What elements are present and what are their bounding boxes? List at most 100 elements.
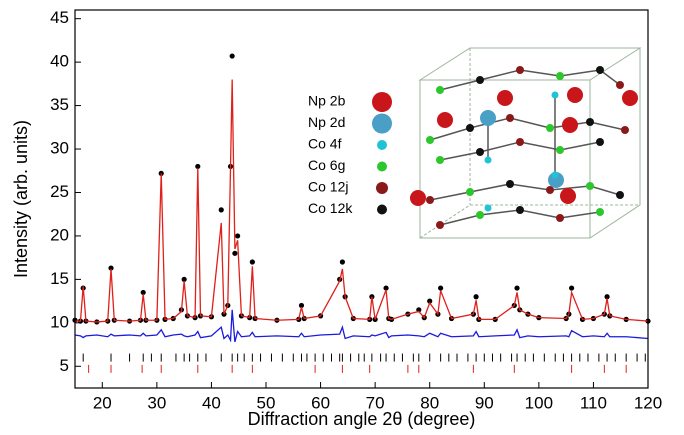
x-tick-label: 60 <box>311 393 330 412</box>
plot-frame <box>74 9 649 389</box>
atom <box>497 90 513 106</box>
atom <box>616 191 624 199</box>
atom <box>556 146 564 154</box>
x-tick-label: 40 <box>202 393 221 412</box>
atom <box>562 117 578 133</box>
x-tick-label: 110 <box>580 393 607 412</box>
y-tick-label: 40 <box>50 52 69 71</box>
legend-label: Co 4f <box>308 136 342 152</box>
observed-point <box>427 298 433 304</box>
legend-label: Np 2d <box>308 114 345 130</box>
atom <box>506 114 514 122</box>
observed-point <box>438 285 444 291</box>
x-tick-label: 90 <box>475 393 494 412</box>
atom <box>480 110 496 126</box>
atom <box>484 204 492 212</box>
y-axis-title: Intensity (arb. units) <box>11 120 31 278</box>
observed-point <box>339 259 345 265</box>
legend-swatch <box>372 92 392 112</box>
atom <box>560 188 576 204</box>
observed-point <box>569 285 575 291</box>
bonds <box>429 69 626 226</box>
observed-point <box>604 294 610 300</box>
y-tick-label: 20 <box>50 225 69 244</box>
x-tick-label: 30 <box>147 393 166 412</box>
series-line <box>74 309 649 343</box>
x-tick-label: 20 <box>93 393 112 412</box>
y-tick-label: 25 <box>50 182 69 201</box>
observed-point <box>108 265 114 271</box>
atom <box>437 112 453 128</box>
legend-swatch <box>377 161 387 172</box>
observed-point <box>514 285 520 291</box>
atom <box>476 76 484 84</box>
observed-point <box>235 233 241 239</box>
legend-swatch <box>372 113 392 134</box>
legend-label: Co 12j <box>308 179 348 195</box>
observed-point <box>416 307 422 313</box>
x-axis-title: Diffraction angle 2θ (degree) <box>248 409 476 429</box>
atom <box>556 214 564 222</box>
atom <box>506 180 514 188</box>
atom <box>466 188 474 196</box>
atom <box>551 91 559 99</box>
y-tick-label: 30 <box>50 139 69 158</box>
legend-label: Np 2b <box>308 93 346 109</box>
atom <box>567 87 583 103</box>
y-tick-label: 10 <box>50 312 69 331</box>
legend-swatch <box>376 182 388 194</box>
atom <box>596 138 604 146</box>
atom <box>586 118 594 126</box>
atom <box>596 208 604 216</box>
x-tick-label: 70 <box>366 393 385 412</box>
atom <box>551 171 559 179</box>
atom <box>436 156 444 164</box>
atom <box>556 72 564 80</box>
atom <box>476 148 484 156</box>
observed-point <box>249 259 255 265</box>
x-tick-label: 50 <box>257 393 276 412</box>
observed-point <box>195 163 201 170</box>
atom <box>616 81 624 89</box>
atom <box>622 90 638 106</box>
atom <box>546 186 554 194</box>
legend-label: Co 12k <box>308 200 353 216</box>
crystal-structure <box>410 47 642 239</box>
observed-point <box>181 276 187 282</box>
cell-side <box>589 48 641 239</box>
atom <box>426 196 434 204</box>
y-tick-label: 45 <box>50 8 69 27</box>
legend-swatch <box>377 204 387 215</box>
atom <box>484 156 492 164</box>
atom <box>436 86 444 94</box>
atom <box>596 66 604 74</box>
atom <box>621 126 629 134</box>
observed-point <box>298 302 305 309</box>
series-line <box>75 79 649 323</box>
atom <box>410 190 426 206</box>
observed-point <box>473 294 479 300</box>
atom <box>476 211 484 219</box>
atom <box>436 221 444 229</box>
atom <box>426 136 434 144</box>
observed-point <box>229 53 235 59</box>
x-tick-label: 100 <box>525 393 553 412</box>
legend-swatch <box>377 140 387 150</box>
observed-point <box>383 285 389 291</box>
atom <box>516 138 524 146</box>
atom <box>516 206 524 214</box>
y-tick-label: 35 <box>50 95 69 114</box>
y-tick-label: 15 <box>50 269 69 288</box>
observed-point <box>140 289 146 296</box>
observed-point <box>232 250 238 256</box>
atom <box>466 124 474 132</box>
atom <box>546 124 554 132</box>
atom <box>586 182 594 190</box>
observed-point <box>218 207 224 213</box>
y-tick-label: 5 <box>60 356 69 375</box>
legend-label: Co 6g <box>308 157 345 173</box>
x-tick-label: 80 <box>420 393 439 412</box>
atom <box>516 66 524 74</box>
